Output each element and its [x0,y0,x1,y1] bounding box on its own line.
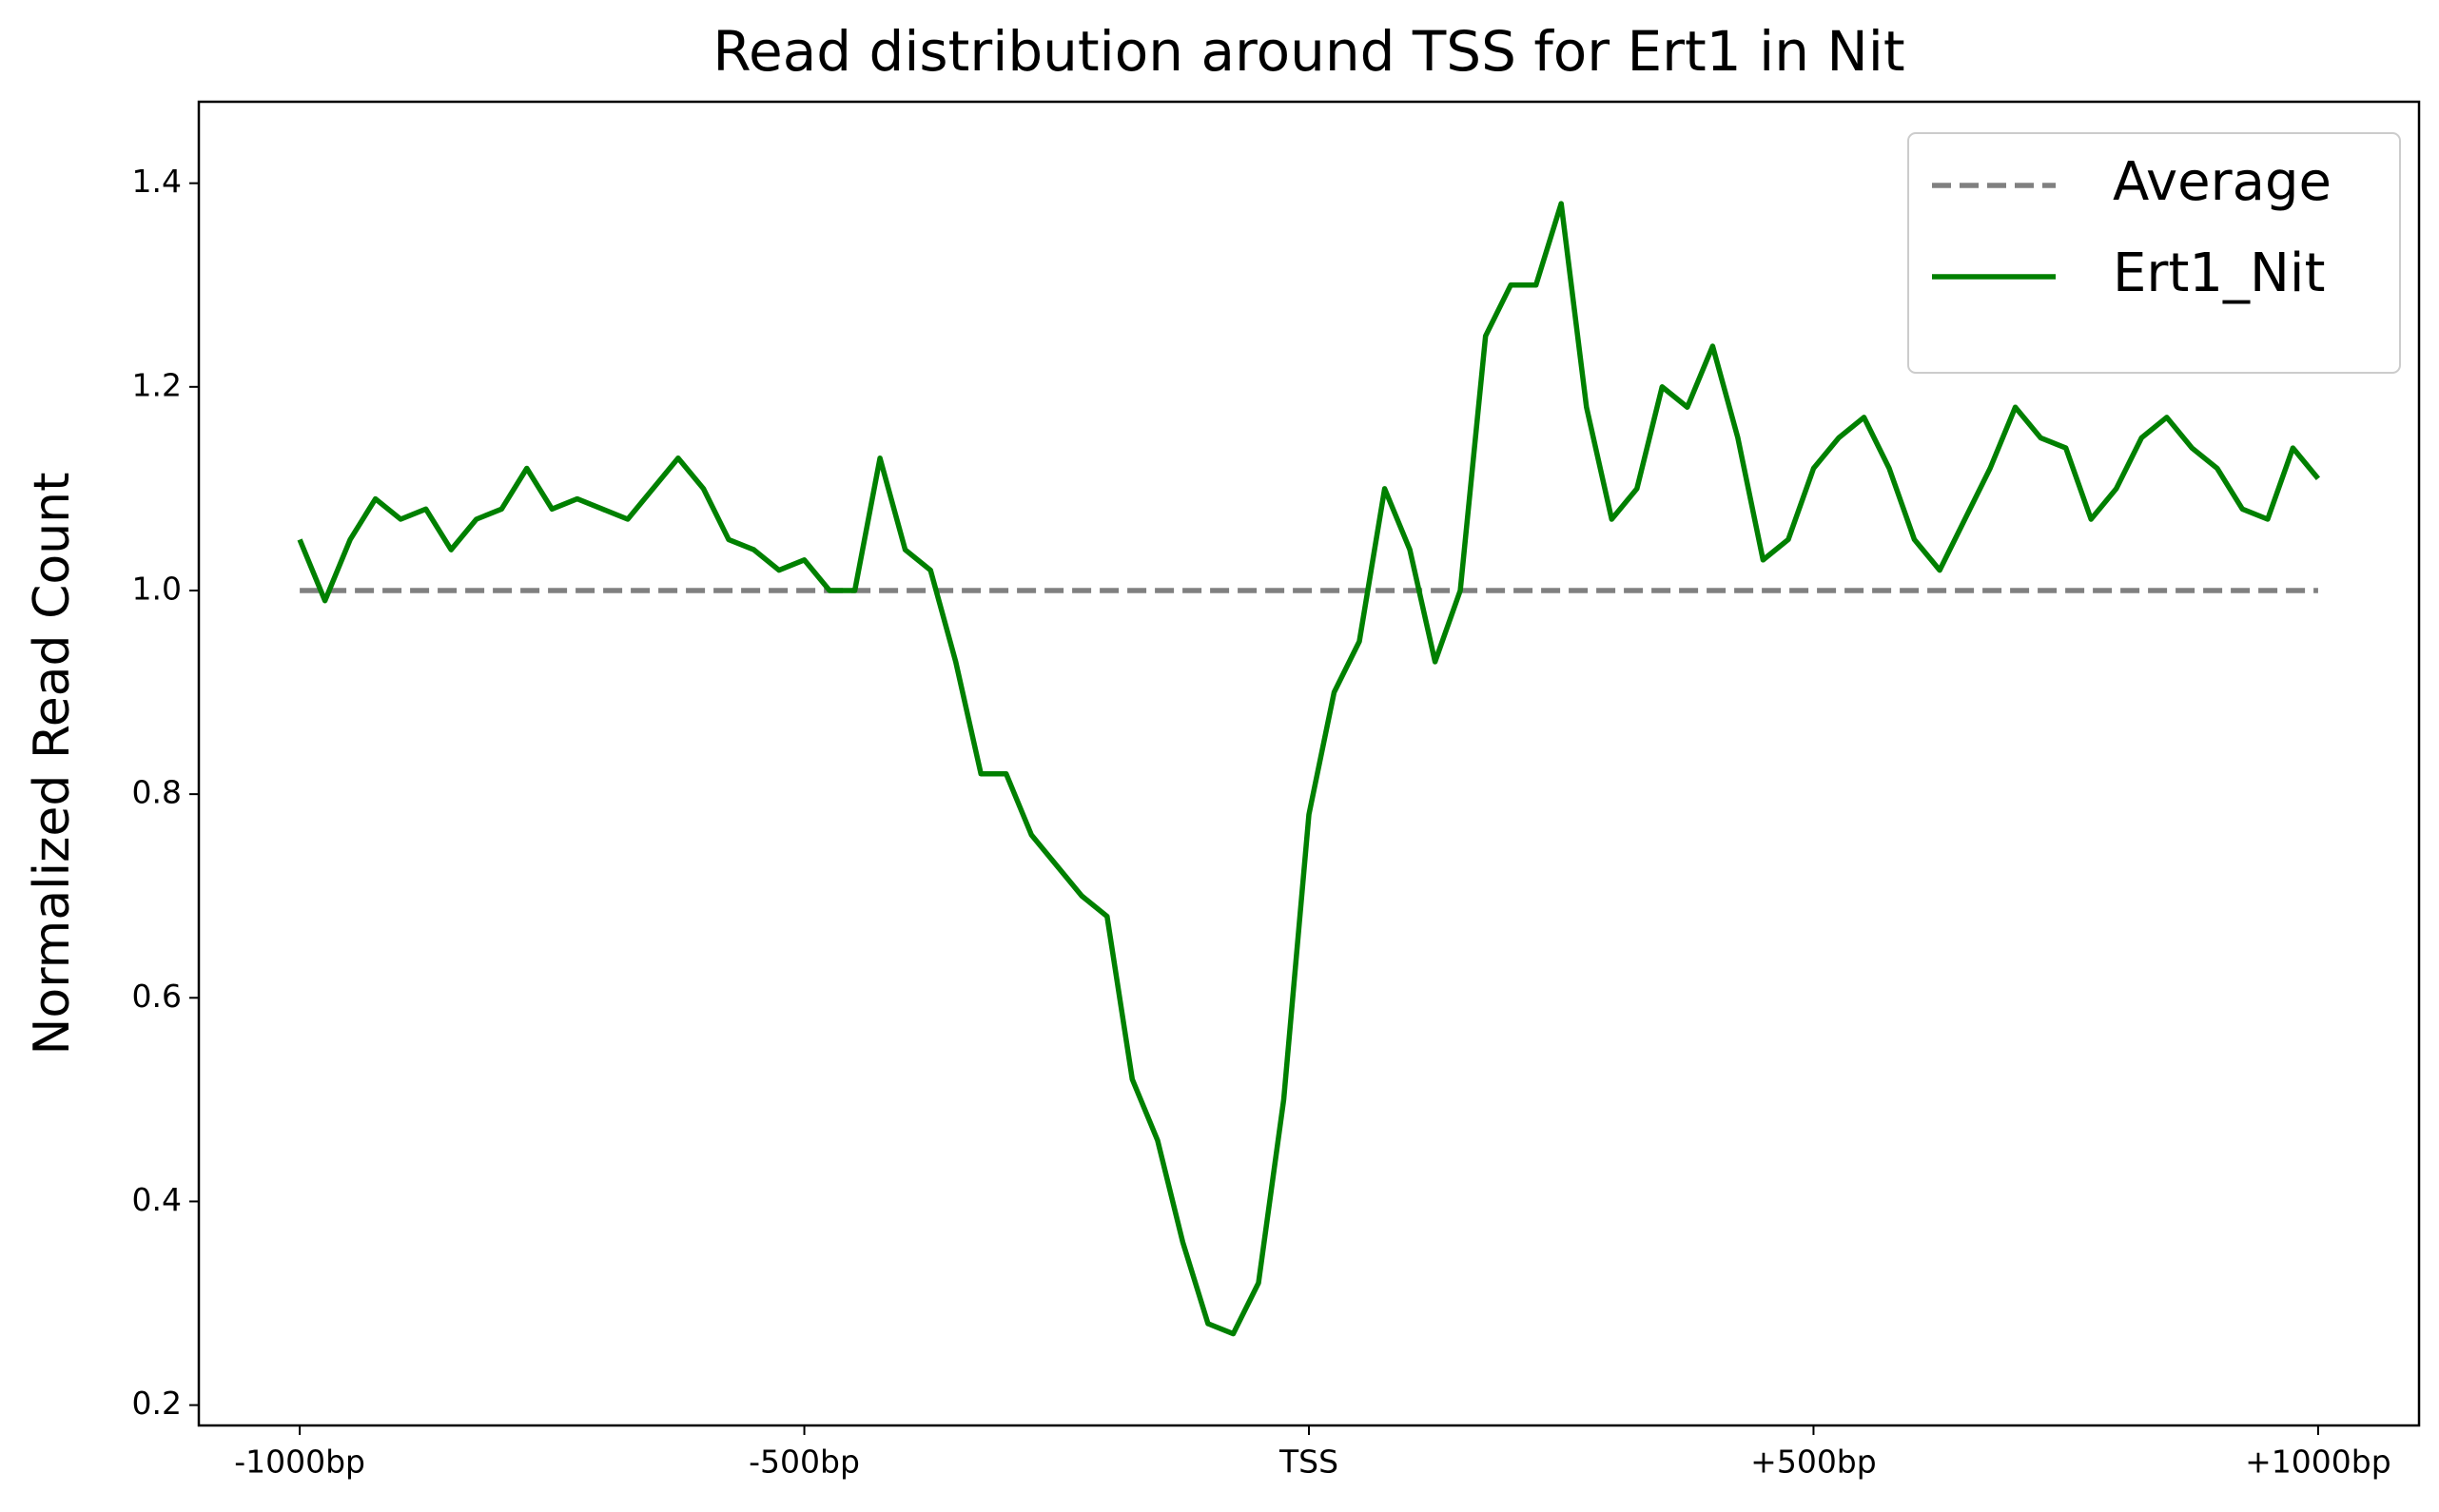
y-tick-label: 0.6 [132,978,182,1015]
x-tick-label: TSS [1278,1444,1338,1481]
plot-frame [197,100,2421,1427]
y-tick-label: 0.4 [132,1181,182,1218]
x-tick-label: +1000bp [2245,1444,2391,1481]
y-axis-label: Normalized Read Count [24,472,81,1055]
legend-label: Average [2113,151,2332,213]
x-tick-label: -500bp [749,1444,860,1481]
line-series [297,201,2321,1337]
y-tick-label: 1.4 [132,163,182,200]
y-tick-label: 0.2 [132,1385,182,1422]
y-tick-label: 1.0 [132,570,182,607]
y-tick-label: 1.2 [132,366,182,403]
x-tick-label: +500bp [1750,1444,1877,1481]
chart-title: Read distribution around TSS for Ert1 in… [712,19,1904,84]
legend-box [1907,132,2401,374]
legend-label: Ert1_Nit [2113,242,2325,304]
y-tick-label: 0.8 [132,774,182,811]
x-tick-label: -1000bp [234,1444,365,1481]
